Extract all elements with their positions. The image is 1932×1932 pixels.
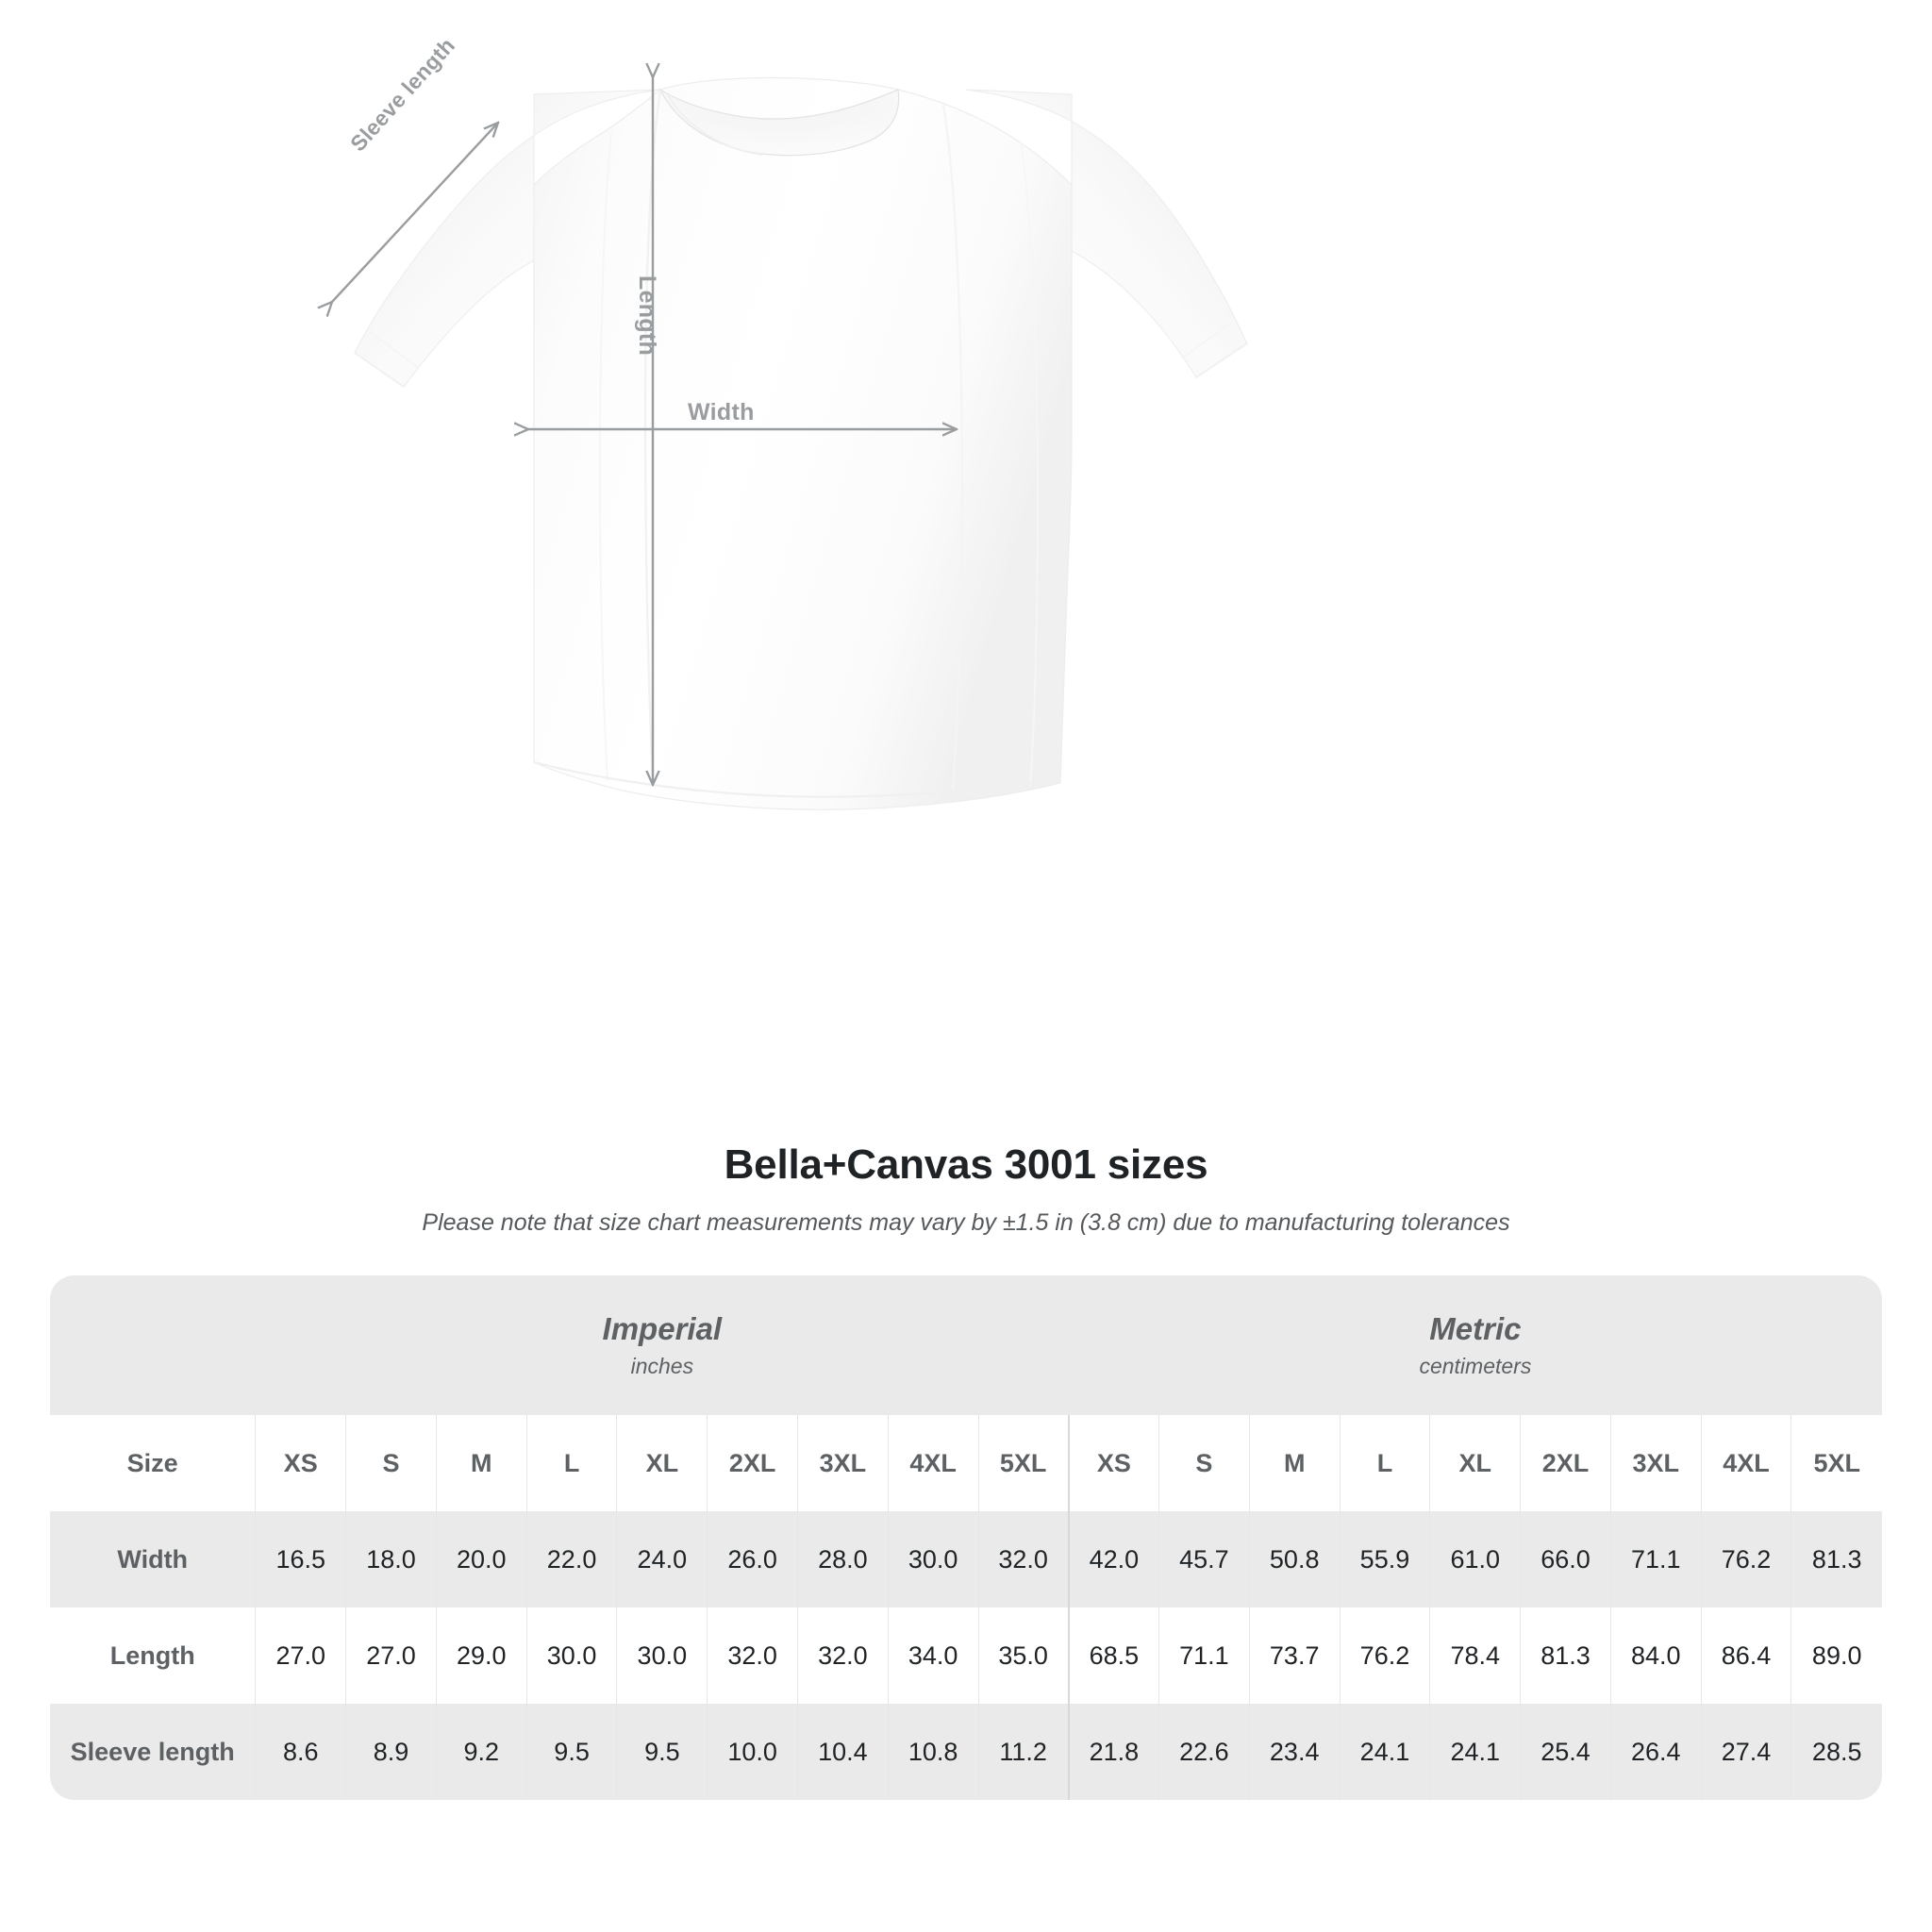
- cell-width-metric-4xl: 76.2: [1700, 1511, 1791, 1607]
- size-col-imperial-4xl: 4XL: [887, 1415, 979, 1511]
- cell-width-imperial-4xl: 30.0: [887, 1511, 979, 1607]
- cell-sleeve-metric-xs: 21.8: [1067, 1704, 1159, 1800]
- cell-sleeve-imperial-xs: 8.6: [255, 1704, 346, 1800]
- cell-sleeve-metric-2xl: 25.4: [1520, 1704, 1611, 1800]
- table-row: Sleeve length 8.6 8.9 9.2 9.5 9.5 10.0 1…: [50, 1704, 1882, 1800]
- size-col-imperial-s: S: [345, 1415, 437, 1511]
- unit-sub-metric: centimeters: [1419, 1354, 1532, 1379]
- cell-width-imperial-3xl: 28.0: [796, 1511, 889, 1607]
- cell-width-imperial-xs: 16.5: [255, 1511, 346, 1607]
- size-table: Imperial inches Metric centimeters Size …: [50, 1275, 1882, 1800]
- size-col-metric-5xl: 5XL: [1790, 1415, 1882, 1511]
- cell-width-imperial-s: 18.0: [345, 1511, 437, 1607]
- size-col-metric-3xl: 3XL: [1609, 1415, 1702, 1511]
- chart-title-block: Bella+Canvas 3001 sizes Please note that…: [0, 1141, 1932, 1237]
- cell-sleeve-imperial-s: 8.9: [345, 1704, 437, 1800]
- cell-length-imperial-5xl: 35.0: [977, 1607, 1069, 1704]
- unit-row-spacer: [50, 1275, 256, 1415]
- cell-width-imperial-2xl: 26.0: [707, 1511, 798, 1607]
- size-row-header-label: Size: [50, 1415, 256, 1511]
- cell-width-metric-m: 50.8: [1248, 1511, 1341, 1607]
- unit-header-row: Imperial inches Metric centimeters: [50, 1275, 1882, 1415]
- table-row: Width 16.5 18.0 20.0 22.0 24.0 26.0 28.0…: [50, 1511, 1882, 1607]
- size-col-metric-xs: XS: [1067, 1415, 1159, 1511]
- size-col-imperial-3xl: 3XL: [796, 1415, 889, 1511]
- cell-width-metric-l: 55.9: [1339, 1511, 1430, 1607]
- cell-length-imperial-2xl: 32.0: [707, 1607, 798, 1704]
- cell-width-metric-3xl: 71.1: [1609, 1511, 1702, 1607]
- cell-sleeve-imperial-5xl: 11.2: [977, 1704, 1069, 1800]
- cell-sleeve-metric-l: 24.1: [1339, 1704, 1430, 1800]
- cell-width-metric-xs: 42.0: [1067, 1511, 1159, 1607]
- size-header-row: Size XS S M L XL 2XL 3XL 4XL 5XL XS S M …: [50, 1415, 1882, 1511]
- cell-width-metric-xl: 61.0: [1429, 1511, 1521, 1607]
- cell-length-imperial-4xl: 34.0: [887, 1607, 979, 1704]
- size-col-metric-2xl: 2XL: [1520, 1415, 1611, 1511]
- cell-sleeve-metric-s: 22.6: [1158, 1704, 1250, 1800]
- cell-width-metric-s: 45.7: [1158, 1511, 1250, 1607]
- unit-name-metric: Metric: [1429, 1310, 1522, 1346]
- row-label-width: Width: [50, 1511, 256, 1607]
- cell-length-metric-2xl: 81.3: [1520, 1607, 1611, 1704]
- cell-length-metric-3xl: 84.0: [1609, 1607, 1702, 1704]
- unit-block-metric: Metric centimeters: [1068, 1275, 1882, 1415]
- size-col-imperial-xs: XS: [255, 1415, 346, 1511]
- tshirt-illustration: [0, 0, 1248, 810]
- size-table-container: Imperial inches Metric centimeters Size …: [50, 1275, 1882, 1800]
- size-col-imperial-xl: XL: [616, 1415, 708, 1511]
- cell-sleeve-metric-5xl: 28.5: [1790, 1704, 1882, 1800]
- cell-sleeve-imperial-2xl: 10.0: [707, 1704, 798, 1800]
- length-label: Length: [634, 275, 660, 357]
- cell-length-metric-l: 76.2: [1339, 1607, 1430, 1704]
- cell-sleeve-imperial-3xl: 10.4: [796, 1704, 889, 1800]
- width-label: Width: [688, 399, 755, 425]
- cell-length-imperial-s: 27.0: [345, 1607, 437, 1704]
- size-col-imperial-l: L: [525, 1415, 617, 1511]
- cell-width-imperial-m: 20.0: [435, 1511, 527, 1607]
- cell-sleeve-metric-4xl: 27.4: [1700, 1704, 1791, 1800]
- cell-sleeve-metric-3xl: 26.4: [1609, 1704, 1702, 1800]
- cell-width-metric-5xl: 81.3: [1790, 1511, 1882, 1607]
- tshirt-measurement-diagram: Sleeve length Length Width: [0, 0, 1248, 810]
- size-col-imperial-2xl: 2XL: [707, 1415, 798, 1511]
- size-col-imperial-m: M: [435, 1415, 527, 1511]
- cell-length-imperial-xs: 27.0: [255, 1607, 346, 1704]
- cell-length-metric-5xl: 89.0: [1790, 1607, 1882, 1704]
- cell-sleeve-imperial-m: 9.2: [435, 1704, 527, 1800]
- row-label-length: Length: [50, 1607, 256, 1704]
- row-label-sleeve-length: Sleeve length: [50, 1704, 256, 1800]
- size-col-metric-s: S: [1158, 1415, 1250, 1511]
- cell-length-imperial-l: 30.0: [525, 1607, 617, 1704]
- size-col-imperial-5xl: 5XL: [977, 1415, 1069, 1511]
- size-col-metric-4xl: 4XL: [1700, 1415, 1791, 1511]
- cell-sleeve-metric-m: 23.4: [1248, 1704, 1341, 1800]
- cell-width-imperial-5xl: 32.0: [977, 1511, 1069, 1607]
- cell-length-imperial-m: 29.0: [435, 1607, 527, 1704]
- tolerance-note: Please note that size chart measurements…: [422, 1209, 1510, 1236]
- size-col-metric-l: L: [1339, 1415, 1430, 1511]
- cell-length-imperial-3xl: 32.0: [796, 1607, 889, 1704]
- unit-sub-imperial: inches: [630, 1354, 694, 1379]
- cell-sleeve-metric-xl: 24.1: [1429, 1704, 1521, 1800]
- cell-length-metric-xs: 68.5: [1067, 1607, 1159, 1704]
- size-col-metric-xl: XL: [1429, 1415, 1521, 1511]
- cell-width-imperial-xl: 24.0: [616, 1511, 708, 1607]
- unit-block-imperial: Imperial inches: [255, 1275, 1069, 1415]
- cell-length-metric-s: 71.1: [1158, 1607, 1250, 1704]
- cell-length-metric-m: 73.7: [1248, 1607, 1341, 1704]
- cell-length-imperial-xl: 30.0: [616, 1607, 708, 1704]
- table-row: Length 27.0 27.0 29.0 30.0 30.0 32.0 32.…: [50, 1607, 1882, 1704]
- cell-sleeve-imperial-l: 9.5: [525, 1704, 617, 1800]
- cell-length-metric-4xl: 86.4: [1700, 1607, 1791, 1704]
- cell-width-metric-2xl: 66.0: [1520, 1511, 1611, 1607]
- cell-sleeve-imperial-4xl: 10.8: [887, 1704, 979, 1800]
- page-title: Bella+Canvas 3001 sizes: [724, 1141, 1208, 1188]
- size-col-metric-m: M: [1248, 1415, 1341, 1511]
- unit-name-imperial: Imperial: [602, 1310, 723, 1346]
- sleeve-length-arrow: [332, 123, 498, 302]
- cell-sleeve-imperial-xl: 9.5: [616, 1704, 708, 1800]
- cell-length-metric-xl: 78.4: [1429, 1607, 1521, 1704]
- cell-width-imperial-l: 22.0: [525, 1511, 617, 1607]
